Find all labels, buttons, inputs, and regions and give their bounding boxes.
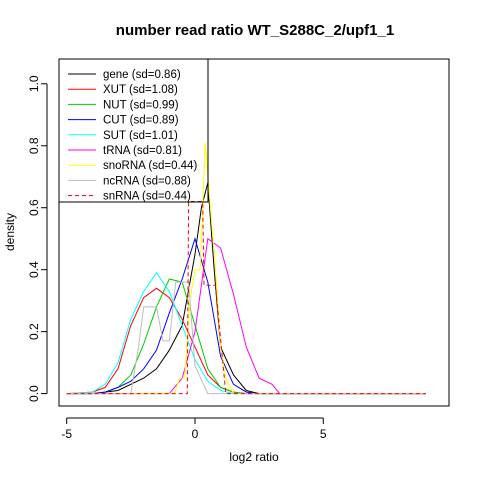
y-tick-label-5: 1.0 [27, 75, 41, 92]
y-tick-label-0: 0.0 [27, 385, 41, 402]
chart-title: number read ratio WT_S288C_2/upf1_1 [116, 22, 394, 39]
y-axis: 0.0 0.2 0.4 0.6 0.8 1.0 [27, 75, 48, 402]
legend-label-2: NUT (sd=0.99) [103, 99, 179, 111]
x-axis-label: log2 ratio [229, 450, 279, 464]
series-line-0 [66, 182, 426, 395]
x-tick-label-1: 0 [192, 427, 199, 441]
legend: gene (sd=0.86) XUT (sd=1.08) NUT (sd=0.99)… [58, 58, 209, 203]
series-line-6 [66, 142, 426, 395]
y-tick-label-2: 0.4 [27, 261, 41, 278]
legend-label-7: ncRNA (sd=0.88) [103, 175, 191, 187]
legend-label-6: snoRNA (sd=0.44) [103, 160, 197, 172]
legend-label-1: XUT (sd=1.08) [103, 84, 178, 96]
series-line-8 [66, 201, 426, 395]
x-axis: -5 0 5 [61, 417, 327, 441]
series-line-7 [66, 281, 426, 395]
y-tick-label-3: 0.6 [27, 199, 41, 216]
legend-label-4: SUT (sd=1.01) [103, 130, 178, 142]
y-axis-label: density [3, 213, 17, 251]
plot-area-border [58, 58, 450, 407]
y-tick-label-1: 0.2 [27, 323, 41, 340]
legend-label-8: snRNA (sd=0.44) [103, 191, 191, 203]
legend-box [58, 58, 209, 203]
legend-label-5: tRNA (sd=0.81) [103, 145, 182, 157]
series-line-4 [66, 271, 426, 395]
x-tick-label-2: 5 [320, 427, 327, 441]
series-line-5 [66, 237, 426, 395]
series-line-3 [66, 236, 426, 395]
series-layer [66, 142, 426, 395]
y-tick-label-4: 0.8 [27, 137, 41, 154]
legend-label-3: CUT (sd=0.89) [103, 115, 179, 127]
x-tick-label-0: -5 [61, 427, 72, 441]
legend-label-0: gene (sd=0.86) [103, 69, 181, 81]
